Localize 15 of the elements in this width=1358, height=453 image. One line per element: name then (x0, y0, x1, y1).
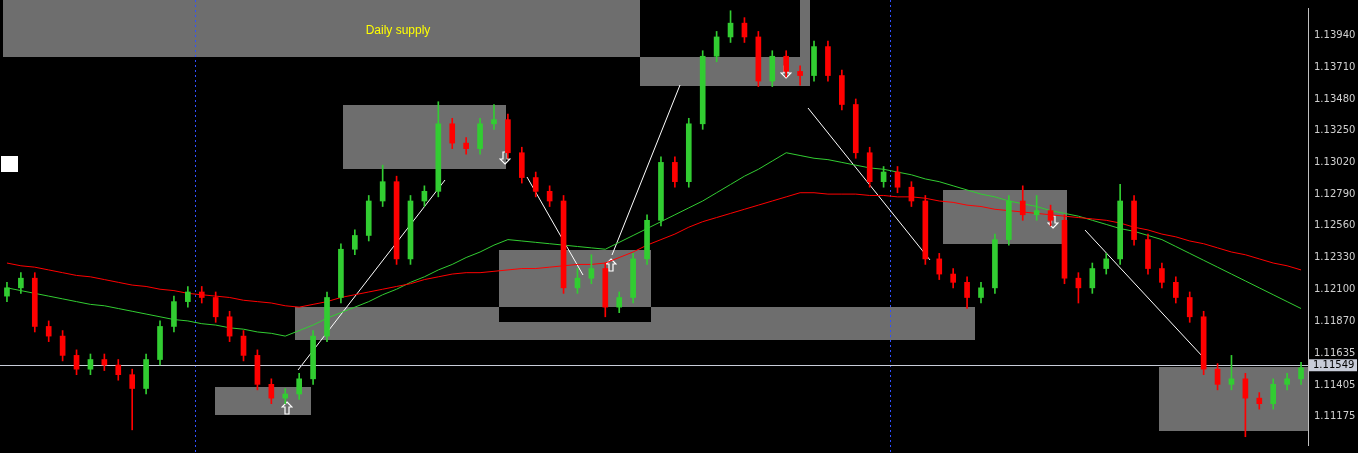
y-tick-label: 1.12560 (1314, 219, 1356, 231)
y-tick-label: 1.11405 (1314, 378, 1356, 390)
y-tick-label: 1.12330 (1314, 251, 1356, 263)
y-tick-label: 1.13250 (1314, 124, 1356, 136)
y-tick-label: 1.13020 (1314, 155, 1356, 167)
annotation: Daily supply (365, 23, 431, 38)
y-tick-label: 1.13710 (1314, 60, 1356, 72)
y-tick-label: 1.13940 (1314, 29, 1356, 41)
y-tick-label: 1.12100 (1314, 282, 1356, 294)
ref-line-label: 1.11549 (1313, 358, 1355, 370)
y-tick-label: 1.13480 (1314, 92, 1356, 104)
y-tick-label: 1.11175 (1314, 410, 1356, 422)
y-tick-label: 1.11870 (1314, 314, 1356, 326)
y-tick-label: 1.11635 (1314, 346, 1356, 358)
y-tick-label: 1.12790 (1314, 187, 1356, 199)
